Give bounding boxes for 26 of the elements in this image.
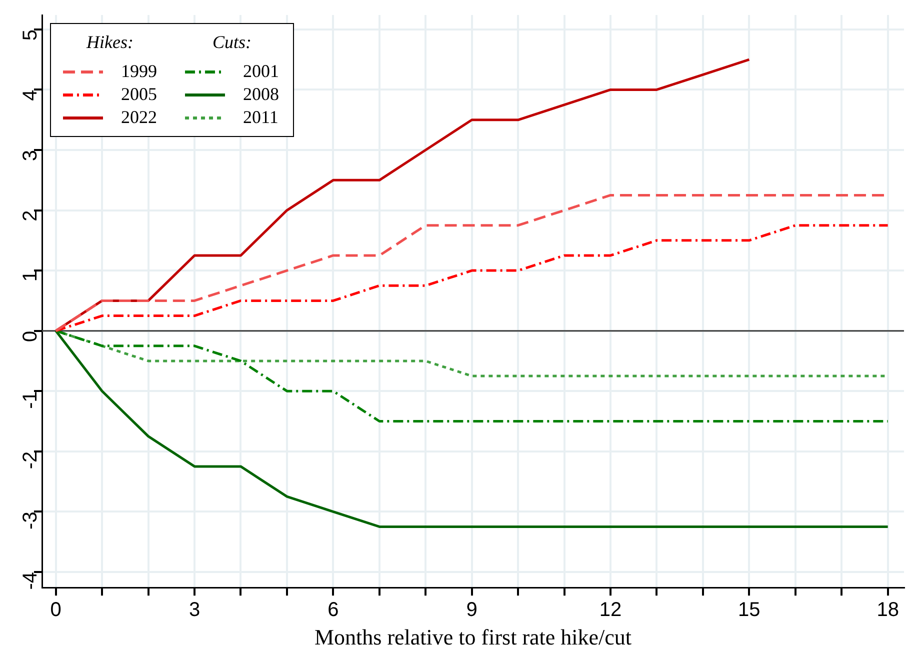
legend-label: 2011 [243, 107, 278, 128]
y-tick-label: 5 [20, 29, 42, 41]
x-tick-label: 0 [50, 599, 62, 622]
legend-label: 2008 [243, 84, 279, 105]
x-tick-label: 9 [466, 599, 478, 622]
legend-label: 2005 [121, 84, 157, 105]
y-tick-label: 4 [20, 90, 42, 101]
x-tick-label: 15 [738, 599, 760, 622]
x-tick-label: 6 [328, 599, 339, 622]
y-tick-label: 2 [20, 210, 42, 222]
x-axis-title: Months relative to first rate hike/cut [314, 624, 632, 650]
legend-label: 1999 [121, 61, 157, 82]
annotation: Hikes: [85, 32, 134, 54]
x-tick-label: 18 [876, 599, 899, 622]
legend-label: 2001 [243, 61, 279, 82]
y-tick-label: 3 [20, 150, 42, 162]
y-tick-label: -1 [20, 391, 42, 409]
y-tick-label: -3 [20, 512, 42, 530]
legend-label: 2022 [121, 107, 157, 128]
y-tick-label: 1 [20, 270, 42, 282]
y-tick-label: 0 [20, 330, 42, 342]
y-tick-label: -4 [20, 572, 42, 590]
x-tick-label: 12 [599, 599, 622, 622]
annotation: Cuts: [211, 32, 252, 54]
y-tick-label: -2 [20, 451, 42, 470]
x-tick-label: 3 [188, 599, 200, 622]
